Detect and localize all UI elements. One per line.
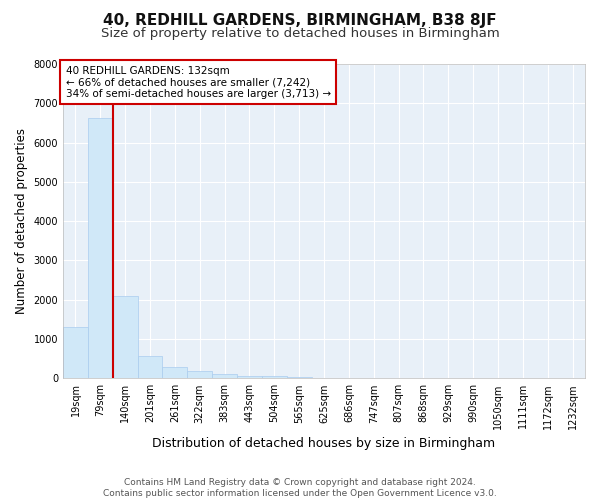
Y-axis label: Number of detached properties: Number of detached properties bbox=[15, 128, 28, 314]
Text: Size of property relative to detached houses in Birmingham: Size of property relative to detached ho… bbox=[101, 28, 499, 40]
Text: 40 REDHILL GARDENS: 132sqm
← 66% of detached houses are smaller (7,242)
34% of s: 40 REDHILL GARDENS: 132sqm ← 66% of deta… bbox=[65, 66, 331, 99]
Bar bbox=[237, 376, 262, 378]
Text: Contains HM Land Registry data © Crown copyright and database right 2024.
Contai: Contains HM Land Registry data © Crown c… bbox=[103, 478, 497, 498]
Bar bbox=[262, 376, 287, 378]
Bar bbox=[88, 118, 113, 378]
Bar bbox=[187, 371, 212, 378]
Bar bbox=[113, 296, 137, 378]
Bar bbox=[63, 327, 88, 378]
Bar bbox=[212, 374, 237, 378]
X-axis label: Distribution of detached houses by size in Birmingham: Distribution of detached houses by size … bbox=[152, 437, 496, 450]
Bar bbox=[163, 366, 187, 378]
Bar bbox=[287, 377, 311, 378]
Text: 40, REDHILL GARDENS, BIRMINGHAM, B38 8JF: 40, REDHILL GARDENS, BIRMINGHAM, B38 8JF bbox=[103, 12, 497, 28]
Bar bbox=[137, 356, 163, 378]
